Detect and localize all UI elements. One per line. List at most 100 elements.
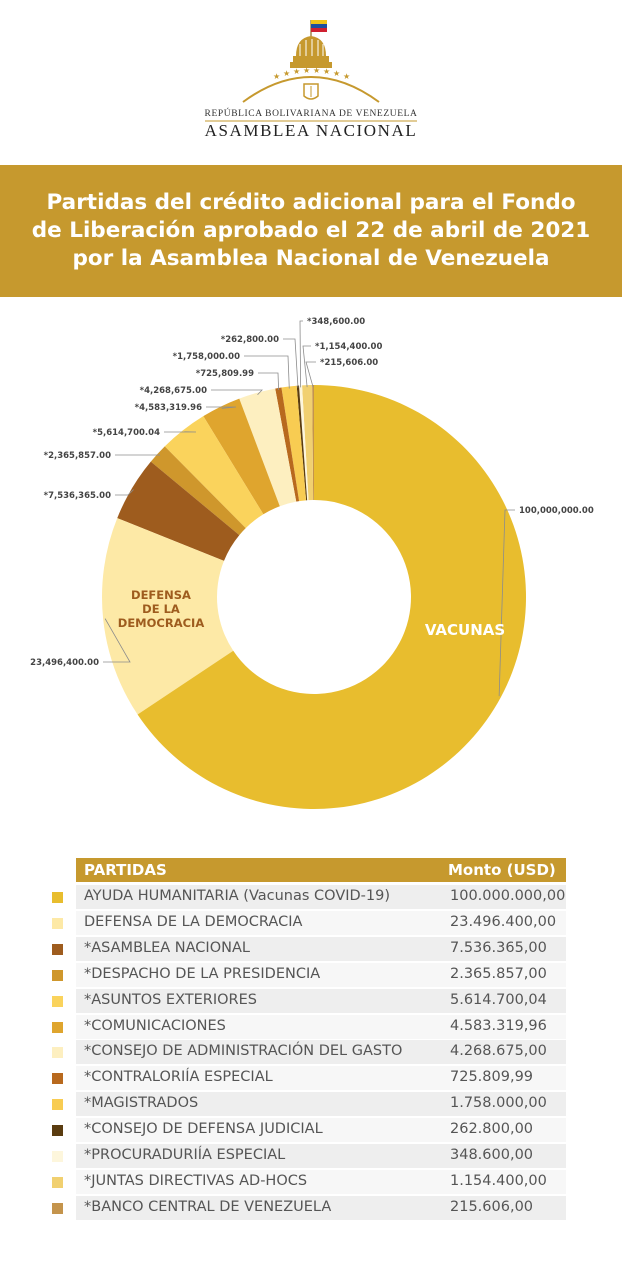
table-row: *BANCO CENTRAL DE VENEZUELA 215.606,00 bbox=[48, 1195, 568, 1221]
table-row: *COMUNICACIONES 4.583.319,96 bbox=[48, 1014, 568, 1040]
svg-text:★: ★ bbox=[283, 69, 290, 78]
row-monto: 4.583.319,96 bbox=[450, 1017, 547, 1034]
pie-slice bbox=[312, 385, 314, 501]
legend-swatch bbox=[52, 917, 63, 929]
slice-value-label: *1,154,400.00 bbox=[315, 342, 382, 352]
pie-slice bbox=[298, 385, 309, 501]
slice-value-label: *5,614,700.04 bbox=[93, 428, 160, 438]
legend-swatch bbox=[52, 943, 63, 955]
leader-line bbox=[115, 489, 134, 496]
slice-value-label: *1,758,000.00 bbox=[173, 352, 240, 362]
donut-chart: *215,606.00 *1,154,400.00 *348,600.00 *262,… bbox=[30, 317, 594, 809]
slice-value-label: 100,000,000.00 bbox=[519, 506, 594, 516]
table-row: *PROCURADURIÍA ESPECIAL 348.600,00 bbox=[48, 1143, 568, 1169]
leader-line bbox=[244, 355, 290, 389]
leader-line bbox=[302, 345, 311, 388]
legend-swatch bbox=[52, 969, 63, 981]
legend-swatch bbox=[52, 1151, 63, 1162]
table-row: *ASAMBLEA NACIONAL 7.536.365,00 bbox=[48, 936, 568, 962]
legend-swatch bbox=[52, 995, 63, 1007]
logo-line2: ASAMBLEA NACIONAL bbox=[205, 121, 418, 140]
row-partida: *MAGISTRADOS bbox=[84, 1095, 199, 1112]
table-row: DEFENSA DE LA DEMOCRACIA 23.496.400,00 bbox=[48, 910, 568, 936]
row-background bbox=[76, 1040, 566, 1065]
pie-slice bbox=[101, 518, 234, 715]
row-partida: *JUNTAS DIRECTIVAS AD-HOCS bbox=[84, 1172, 308, 1189]
pie-slice bbox=[302, 385, 314, 501]
legend-swatch bbox=[52, 1125, 63, 1137]
asamblea-nacional-logo: ★ ★ ★ ★ ★ ★ ★ ★ REPÚBLICA BOLIVARIANA DE VENE… bbox=[205, 20, 418, 140]
pie-slice bbox=[275, 387, 300, 502]
slice-value-label: *348,600.00 bbox=[307, 317, 365, 327]
pie-slice bbox=[281, 385, 307, 502]
header-monto: Monto (USD) bbox=[448, 861, 556, 879]
logo-line1: REPÚBLICA BOLIVARIANA DE VENEZUELA bbox=[205, 107, 418, 119]
row-monto: 1.154.400,00 bbox=[450, 1172, 547, 1189]
svg-text:★: ★ bbox=[293, 67, 300, 76]
slice-value-label: *215,606.00 bbox=[320, 358, 378, 368]
row-partida: *CONSEJO DE DEFENSA JUDICIAL bbox=[84, 1121, 323, 1138]
table-row: *MAGISTRADOS 1.758.000,00 bbox=[48, 1091, 568, 1117]
row-monto: 2.365.857,00 bbox=[450, 965, 547, 982]
row-monto: 1.758.000,00 bbox=[450, 1095, 547, 1112]
table-row: *ASUNTOS EXTERIORES 5.614.700,04 bbox=[48, 988, 568, 1014]
row-monto: 23.496.400,00 bbox=[450, 913, 557, 930]
pie-slice bbox=[203, 398, 280, 515]
table-row: *DESPACHO DE LA PRESIDENCIA 2.365.857,00 bbox=[48, 962, 568, 988]
slice-inner-label: VACUNAS bbox=[425, 621, 505, 639]
legend-swatch bbox=[52, 1021, 63, 1033]
slice-value-label: *262,800.00 bbox=[221, 335, 279, 345]
svg-text:★: ★ bbox=[313, 66, 320, 75]
legend-swatch bbox=[52, 1047, 63, 1059]
svg-text:★: ★ bbox=[273, 72, 280, 81]
legend-swatch bbox=[52, 1073, 63, 1085]
leader-line bbox=[498, 509, 515, 697]
row-background bbox=[76, 910, 566, 935]
row-monto: 215.606,00 bbox=[450, 1198, 534, 1215]
pie-slice bbox=[296, 385, 308, 501]
legend-swatch bbox=[52, 1176, 63, 1188]
page-title: Partidas del crédito adicional para el F… bbox=[31, 190, 591, 271]
legend-swatch bbox=[52, 892, 63, 903]
table-row: *CONSEJO DE DEFENSA JUDICIAL 262.800,00 bbox=[48, 1117, 568, 1143]
row-background bbox=[76, 988, 566, 1013]
pie-slice bbox=[164, 416, 264, 529]
table-row: *CONSEJO DE ADMINISTRACIÓN DEL GASTO 4.26… bbox=[48, 1039, 568, 1065]
leader-line bbox=[258, 372, 280, 391]
row-partida: AYUDA HUMANITARIA (Vacunas COVID-19) bbox=[84, 888, 391, 904]
row-background bbox=[76, 962, 566, 987]
row-monto: 4.268.675,00 bbox=[450, 1043, 547, 1060]
row-background bbox=[76, 1144, 566, 1168]
svg-text:★: ★ bbox=[333, 69, 340, 78]
row-background bbox=[76, 1195, 566, 1220]
legend-swatch bbox=[52, 1099, 63, 1111]
slice-value-label: *4,583,319.96 bbox=[135, 403, 202, 413]
leader-line bbox=[299, 320, 303, 388]
svg-text:★: ★ bbox=[343, 72, 350, 81]
table-row: AYUDA HUMANITARIA (Vacunas COVID-19) 100.… bbox=[48, 884, 568, 910]
leader-line bbox=[103, 618, 131, 663]
leader-line bbox=[283, 338, 299, 388]
slice-value-label: *7,536,365.00 bbox=[44, 491, 111, 501]
svg-text:★: ★ bbox=[303, 66, 310, 75]
pie-slice bbox=[137, 385, 526, 809]
row-background bbox=[76, 1092, 566, 1117]
slice-inner-label: DEFENSA DE LA DEMOCRACIA bbox=[118, 588, 205, 630]
leader-line bbox=[305, 361, 316, 388]
row-monto: 262.800,00 bbox=[450, 1121, 534, 1138]
leader-line bbox=[206, 406, 237, 409]
slice-value-label: *4,268,675.00 bbox=[140, 386, 207, 396]
slice-value-label: *2,365,857.00 bbox=[44, 451, 111, 461]
row-background bbox=[76, 936, 566, 961]
row-monto: 100.000.000,00 bbox=[450, 888, 566, 904]
row-partida: *DESPACHO DE LA PRESIDENCIA bbox=[84, 965, 321, 982]
row-background bbox=[76, 1169, 566, 1194]
legend-swatch bbox=[52, 1202, 63, 1214]
row-background bbox=[76, 1066, 566, 1091]
title-banner: Partidas del crédito adicional para el F… bbox=[0, 165, 622, 297]
header-partidas: PARTIDAS bbox=[84, 861, 167, 879]
row-partida: *CONSEJO DE ADMINISTRACIÓN DEL GASTO bbox=[84, 1043, 403, 1060]
row-monto: 725.809,99 bbox=[450, 1069, 534, 1086]
row-background bbox=[76, 1014, 566, 1039]
row-monto: 348.600,00 bbox=[450, 1147, 534, 1163]
